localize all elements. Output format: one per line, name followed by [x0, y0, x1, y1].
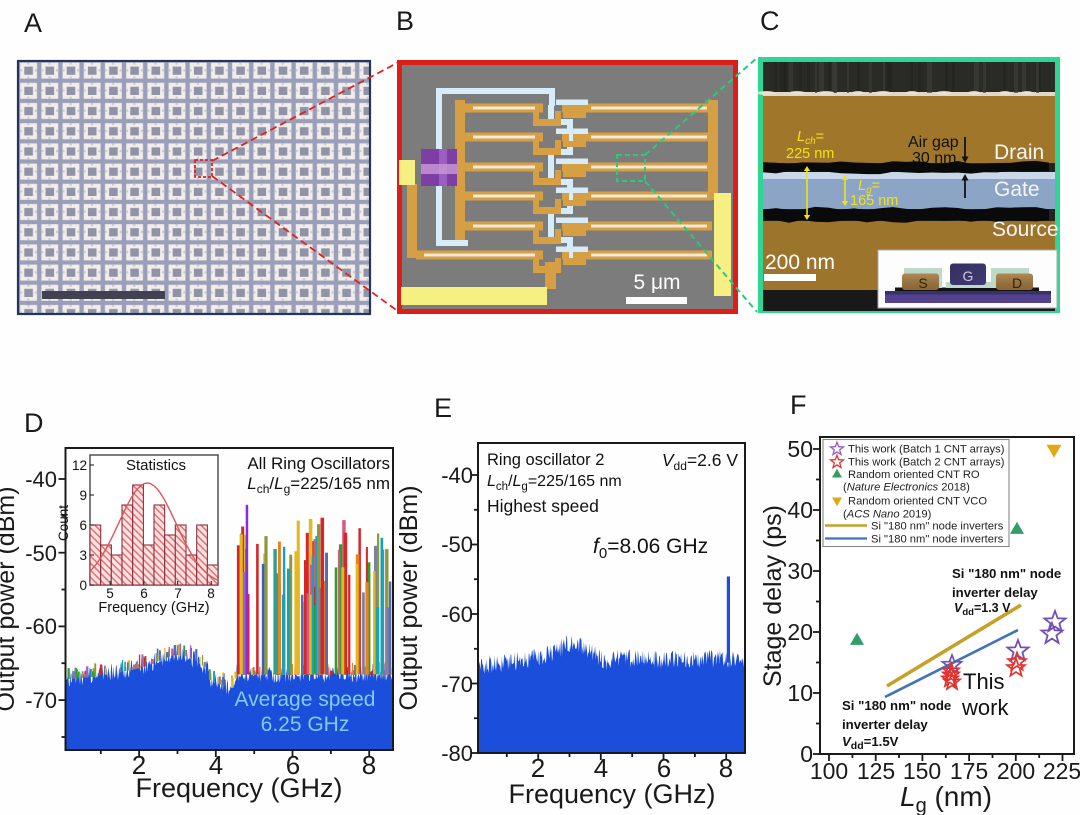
svg-text:Random oriented CNT VCO: Random oriented CNT VCO — [848, 496, 987, 508]
svg-text:-60: -60 — [441, 602, 473, 627]
svg-text:50: 50 — [787, 436, 813, 462]
svg-text:0: 0 — [79, 578, 87, 593]
svg-text:This work (Batch 1 CNT arrays): This work (Batch 1 CNT arrays) — [848, 444, 1005, 456]
svg-text:(Nature Electronics 2018): (Nature Electronics 2018) — [843, 482, 970, 494]
svg-text:175: 175 — [950, 758, 988, 784]
svg-text:Si "180 nm" node inverters: Si "180 nm" node inverters — [871, 521, 1004, 533]
svg-text:Si "180 nm" node: Si "180 nm" node — [952, 566, 1061, 581]
svg-text:5 μm: 5 μm — [633, 271, 680, 294]
svg-text:150: 150 — [903, 758, 941, 784]
svg-text:C: C — [760, 6, 780, 36]
svg-text:Count: Count — [56, 505, 71, 541]
svg-text:Air gap: Air gap — [908, 134, 959, 151]
svg-text:This work (Batch 2 CNT arrays): This work (Batch 2 CNT arrays) — [848, 457, 1005, 469]
svg-text:Random oriented CNT RO: Random oriented CNT RO — [848, 469, 980, 481]
svg-text:6.25 GHz: 6.25 GHz — [261, 713, 350, 736]
svg-text:Highest speed: Highest speed — [487, 496, 599, 516]
svg-text:10: 10 — [787, 680, 813, 706]
svg-text:-50: -50 — [25, 541, 57, 566]
svg-text:4: 4 — [594, 753, 608, 783]
svg-text:5: 5 — [106, 586, 114, 601]
svg-text:8: 8 — [362, 750, 376, 780]
svg-text:200: 200 — [997, 758, 1035, 784]
svg-text:200 nm: 200 nm — [765, 251, 835, 274]
svg-text:E: E — [434, 393, 452, 423]
svg-text:125: 125 — [857, 758, 895, 784]
svg-text:-40: -40 — [25, 467, 57, 492]
svg-text:This: This — [963, 669, 1005, 694]
svg-text:A: A — [24, 8, 42, 38]
svg-text:4: 4 — [209, 750, 223, 780]
svg-text:20: 20 — [787, 619, 813, 645]
svg-text:2: 2 — [531, 753, 545, 783]
svg-text:Vdd=1.5V: Vdd=1.5V — [842, 734, 899, 752]
svg-text:-70: -70 — [441, 672, 473, 697]
svg-text:All Ring Oscillators: All Ring Oscillators — [247, 454, 390, 473]
svg-text:30: 30 — [787, 558, 813, 584]
svg-text:Drain: Drain — [994, 141, 1044, 164]
svg-text:Frequency (GHz): Frequency (GHz) — [508, 779, 715, 809]
svg-text:3: 3 — [79, 548, 87, 563]
svg-text:7: 7 — [174, 586, 182, 601]
svg-text:165 nm: 165 nm — [850, 193, 898, 209]
svg-text:Frequency (GHz): Frequency (GHz) — [98, 600, 209, 616]
svg-text:-40: -40 — [441, 463, 473, 488]
svg-text:30 nm: 30 nm — [912, 150, 956, 167]
svg-text:Ring oscillator 2: Ring oscillator 2 — [487, 451, 604, 469]
svg-text:225 nm: 225 nm — [786, 146, 834, 162]
svg-text:Si "180 nm" node inverters: Si "180 nm" node inverters — [871, 534, 1004, 546]
svg-text:Si "180 nm" node: Si "180 nm" node — [842, 698, 951, 713]
svg-text:9: 9 — [79, 488, 87, 503]
svg-text:inverter delay: inverter delay — [842, 717, 928, 732]
svg-text:Average speed: Average speed — [235, 688, 376, 711]
svg-text:Output power (dBm): Output power (dBm) — [395, 485, 423, 710]
svg-text:D: D — [1012, 275, 1022, 291]
svg-text:Lch=: Lch= — [797, 129, 824, 147]
svg-text:f0=8.06 GHz: f0=8.06 GHz — [593, 535, 708, 562]
svg-text:Vdd=2.6 V: Vdd=2.6 V — [662, 450, 738, 473]
svg-text:Lg (nm): Lg (nm) — [900, 781, 992, 815]
svg-text:inverter delay: inverter delay — [952, 585, 1038, 600]
svg-text:-80: -80 — [441, 741, 473, 766]
svg-text:Source: Source — [992, 218, 1059, 241]
svg-text:0: 0 — [800, 741, 813, 767]
svg-text:6: 6 — [79, 518, 87, 533]
svg-text:Lg=: Lg= — [858, 178, 880, 196]
svg-text:G: G — [963, 268, 974, 284]
svg-text:Statistics: Statistics — [126, 457, 186, 474]
svg-text:-50: -50 — [441, 532, 473, 557]
svg-text:S: S — [918, 275, 927, 291]
svg-text:6: 6 — [657, 753, 671, 783]
svg-text:-70: -70 — [25, 688, 57, 713]
svg-text:work: work — [961, 695, 1009, 720]
svg-text:100: 100 — [810, 758, 848, 784]
svg-text:6: 6 — [286, 750, 300, 780]
svg-text:D: D — [24, 408, 44, 438]
svg-text:12: 12 — [72, 458, 87, 473]
svg-text:Vdd=1.3 V: Vdd=1.3 V — [954, 601, 1011, 618]
svg-text:Frequency (GHz): Frequency (GHz) — [135, 773, 342, 803]
svg-text:8: 8 — [719, 753, 733, 783]
svg-text:2: 2 — [132, 750, 146, 780]
svg-text:B: B — [396, 6, 414, 36]
svg-text:Output power (dBm): Output power (dBm) — [0, 486, 20, 711]
svg-text:40: 40 — [787, 497, 813, 523]
svg-text:Lch/Lg=225/165 nm: Lch/Lg=225/165 nm — [247, 474, 390, 496]
svg-text:Gate: Gate — [994, 178, 1040, 201]
svg-text:F: F — [790, 390, 807, 420]
svg-text:(ACS Nano 2019): (ACS Nano 2019) — [843, 509, 932, 521]
svg-text:-60: -60 — [25, 614, 57, 639]
svg-text:Lch/Lg=225/165 nm: Lch/Lg=225/165 nm — [487, 473, 622, 493]
svg-text:6: 6 — [140, 586, 148, 601]
svg-text:225: 225 — [1043, 758, 1080, 784]
svg-text:Stage delay (ps): Stage delay (ps) — [759, 505, 787, 687]
svg-text:8: 8 — [207, 586, 215, 601]
